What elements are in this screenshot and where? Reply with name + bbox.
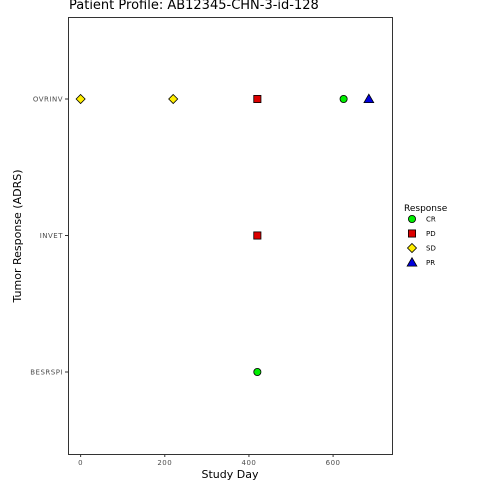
x-tick-label: 600: [326, 459, 341, 467]
y-tick-label: OVRINV: [33, 96, 63, 104]
data-point-cr: [253, 367, 262, 376]
x-tick-label: 200: [157, 459, 172, 467]
y-tick-label: INVET: [40, 232, 64, 240]
y-tick-label: BESRSPI: [30, 369, 63, 377]
data-point-sd: [75, 93, 86, 105]
plot-panel: [68, 17, 393, 455]
legend-key-cr: [407, 214, 416, 223]
x-axis: 0 200 400 600: [78, 454, 340, 467]
legend-label: PR: [426, 259, 435, 267]
legend-label: SD: [426, 245, 436, 253]
data-point-cr: [339, 95, 348, 104]
legend-label: PD: [426, 230, 436, 238]
y-axis-title: Tumor Response (ADRS): [11, 169, 24, 303]
legend-key-pd: [407, 229, 416, 238]
x-axis-title: Study Day: [202, 468, 259, 480]
legend-label: CR: [426, 216, 436, 224]
legend-key-pr: [406, 256, 418, 267]
data-point-sd: [168, 93, 179, 105]
data-point-pr: [363, 93, 375, 104]
legend-title: Response: [404, 204, 448, 214]
legend: Response CR PD SD PR: [404, 204, 448, 267]
x-tick-label: 0: [78, 459, 83, 467]
legend-key-sd: [406, 242, 418, 254]
data-point-pd: [253, 95, 262, 104]
y-axis: BESRSPI INVET OVRINV: [30, 96, 68, 377]
data-points: [75, 93, 375, 376]
chart-title: Patient Profile: AB12345-CHN-3-id-128: [69, 0, 319, 13]
data-point-pd: [253, 231, 262, 240]
x-tick-label: 400: [241, 459, 256, 467]
